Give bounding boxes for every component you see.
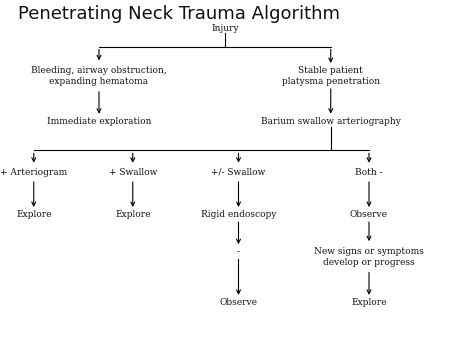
Text: +/- Swallow: +/- Swallow: [212, 168, 266, 177]
Text: Injury: Injury: [211, 24, 239, 33]
Text: Observe: Observe: [220, 298, 257, 307]
Text: -: -: [237, 247, 240, 256]
Text: Barium swallow arteriography: Barium swallow arteriography: [261, 117, 400, 126]
Text: Explore: Explore: [115, 210, 150, 219]
Text: + Swallow: + Swallow: [108, 168, 157, 177]
Text: New signs or symptoms
develop or progress: New signs or symptoms develop or progres…: [314, 247, 424, 267]
Text: Stable patient
platysma penetration: Stable patient platysma penetration: [282, 66, 380, 86]
Text: Rigid endoscopy: Rigid endoscopy: [201, 210, 276, 219]
Text: Bleeding, airway obstruction,
expanding hematoma: Bleeding, airway obstruction, expanding …: [31, 66, 167, 86]
Text: Explore: Explore: [16, 210, 51, 219]
Text: Both -: Both -: [355, 168, 383, 177]
Text: Penetrating Neck Trauma Algorithm: Penetrating Neck Trauma Algorithm: [18, 5, 340, 23]
Text: Explore: Explore: [351, 298, 387, 307]
Text: Observe: Observe: [350, 210, 388, 219]
Text: Immediate exploration: Immediate exploration: [47, 117, 151, 126]
Text: + Arteriogram: + Arteriogram: [0, 168, 68, 177]
